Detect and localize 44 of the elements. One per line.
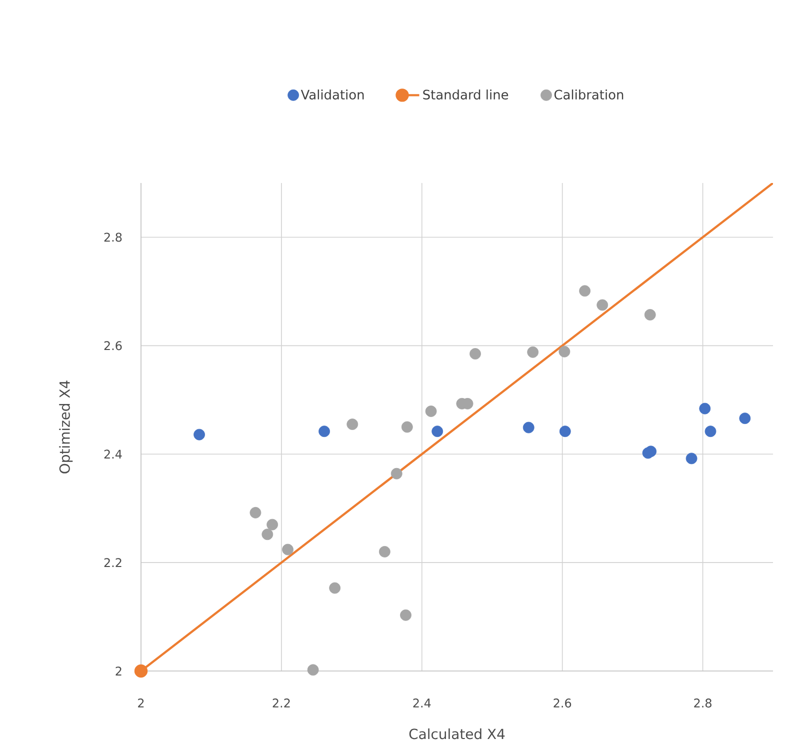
y-tick-label: 2.4 (104, 450, 122, 459)
legend-label: Standard line (423, 89, 508, 100)
x-axis-title: Calculated X4 (409, 728, 505, 740)
point (378, 546, 390, 558)
legend-label: Validation (300, 89, 364, 100)
point (559, 426, 571, 438)
x-tick-label: 2.2 (272, 698, 290, 708)
point (596, 299, 608, 311)
point (282, 544, 294, 556)
y-axis-title: Optimized X4 (59, 380, 73, 474)
point (558, 346, 570, 358)
x-tick-label: 2.4 (413, 698, 431, 708)
point (425, 406, 437, 417)
y-tick-label: 2.8 (104, 232, 122, 242)
point (250, 506, 262, 518)
point (522, 422, 534, 434)
point (262, 528, 274, 540)
point (346, 418, 358, 430)
point (400, 609, 412, 621)
y-tick-label: 2 (116, 666, 122, 676)
point (266, 518, 278, 530)
point (194, 428, 205, 440)
point (307, 664, 319, 676)
point (704, 426, 716, 438)
point (645, 446, 657, 458)
point (579, 285, 591, 297)
point (644, 309, 656, 320)
point (401, 421, 413, 433)
legend-label: Calibration (554, 89, 624, 100)
point (527, 346, 539, 358)
point (686, 452, 698, 464)
y-tick-label: 2.2 (104, 558, 122, 567)
x-tick-label: 2 (138, 698, 144, 708)
point (134, 664, 148, 678)
y-tick-label: 2.6 (104, 341, 122, 350)
point (432, 426, 444, 438)
x-tick-label: 2.8 (694, 698, 712, 708)
point (470, 348, 481, 360)
x-tick-label: 2.6 (554, 698, 572, 708)
point (699, 402, 711, 414)
point (739, 412, 751, 424)
point (390, 468, 402, 480)
point (329, 582, 341, 594)
point (318, 426, 330, 438)
